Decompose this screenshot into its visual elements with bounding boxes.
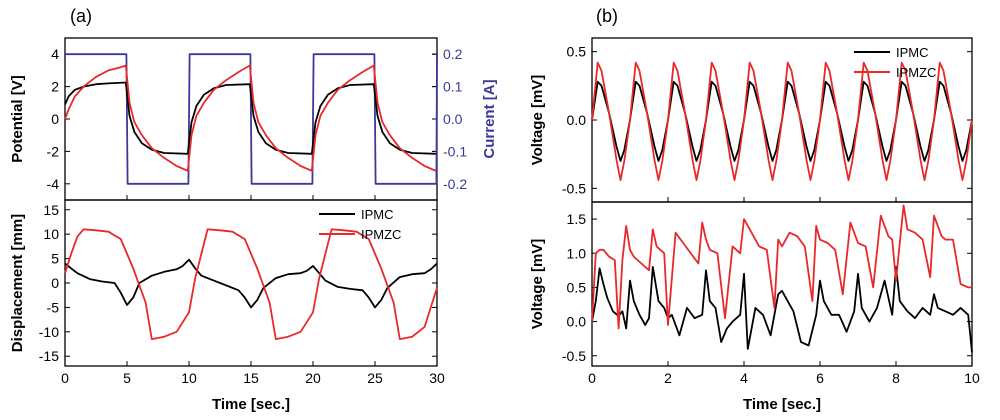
x-tick-label: 0 <box>61 370 69 386</box>
series-line-ipmc <box>64 81 436 155</box>
x-tick-label: 10 <box>181 370 197 386</box>
y-tick-label: 4 <box>51 46 59 62</box>
panel-label-b: (b) <box>596 6 618 26</box>
y-axis-title-b-bottom: Voltage [mV] <box>529 239 546 330</box>
x-tick-label: 5 <box>123 370 131 386</box>
series-line-current <box>65 53 438 185</box>
y-tick-label: 1.0 <box>567 245 587 261</box>
x-tick-label: 4 <box>740 370 748 386</box>
x-tick-label: 10 <box>964 370 980 386</box>
y2-tick-label: -0.1 <box>443 143 467 159</box>
y2-tick-label: 0.2 <box>443 46 463 62</box>
y-tick-label: -0.5 <box>562 180 586 196</box>
y2-tick-label: -0.2 <box>443 176 467 192</box>
y-tick-label: -5 <box>47 299 60 315</box>
y-tick-label: 2 <box>51 79 59 95</box>
chart-a-top: Potential [V] Current [A] -4 -2 0 2 4 -0.2 -0.… <box>9 37 498 201</box>
series-line-ipmzc <box>64 64 437 172</box>
y-tick-label: 10 <box>43 226 59 242</box>
legend-label: IPMZC <box>361 227 401 242</box>
x-tick-label: 25 <box>367 370 383 386</box>
y-tick-label: -15 <box>39 348 59 364</box>
x-tick-label: 2 <box>664 370 672 386</box>
x-axis-title-a: Time [sec.] <box>212 396 290 413</box>
y-tick-label: -2 <box>47 143 60 159</box>
y-tick-label: -10 <box>39 324 59 340</box>
y-axis-title-a-top: Potential [V] <box>9 75 26 163</box>
y-tick-label: 0.5 <box>567 279 587 295</box>
series-line-ipmzc <box>591 204 972 330</box>
y-tick-label: 1.5 <box>567 211 587 227</box>
plot-frame-b-bottom <box>591 201 973 367</box>
y-tick-label: 0.0 <box>567 112 587 128</box>
y-tick-label: 0.5 <box>567 44 587 60</box>
legend-label: IPMC <box>896 45 929 60</box>
y-tick-label: -4 <box>47 176 60 192</box>
chart-b-top: Voltage [mV] -0.5 0.0 0.5 IPMC IPMZC <box>529 37 973 203</box>
x-tick-label: 15 <box>243 370 259 386</box>
legend-label: IPMZC <box>896 65 936 80</box>
y-tick-label: 0 <box>51 111 59 127</box>
x-tick-label: 0 <box>588 370 596 386</box>
y2-tick-label: 0.1 <box>443 79 463 95</box>
series-line-ipmzc <box>591 61 973 182</box>
y-tick-label: 15 <box>43 202 59 218</box>
x-tick-label: 6 <box>816 370 824 386</box>
x-axis-title-b: Time [sec.] <box>743 396 821 413</box>
y-tick-label: 5 <box>51 251 59 267</box>
y-tick-label: 0 <box>51 275 59 291</box>
y-tick-label: -0.5 <box>562 348 586 364</box>
y-axis-title-b-top: Voltage [mV] <box>529 75 546 166</box>
plot-frame-a-bottom <box>64 199 438 367</box>
y-axis-title-a-bottom: Displacement [mm] <box>9 214 26 352</box>
y2-tick-label: 0.0 <box>443 111 463 127</box>
legend-label: IPMC <box>361 207 394 222</box>
y2-axis-title-a-top: Current [A] <box>481 79 498 158</box>
chart-b-bottom: Voltage [mV] Time [sec.] -0.5 0.0 0.5 1.0 1.… <box>529 201 980 413</box>
y-tick-label: 0.0 <box>567 314 587 330</box>
series-line-ipmc <box>64 258 438 309</box>
chart-a-bottom: Displacement [mm] Time [sec.] -15 -10 -5 0 5… <box>9 199 445 413</box>
x-tick-label: 30 <box>429 370 445 386</box>
panel-label-a: (a) <box>70 6 92 26</box>
series-line-ipmc <box>591 265 973 353</box>
x-tick-label: 8 <box>892 370 900 386</box>
x-tick-label: 20 <box>305 370 321 386</box>
series-line-ipmzc <box>64 228 438 341</box>
